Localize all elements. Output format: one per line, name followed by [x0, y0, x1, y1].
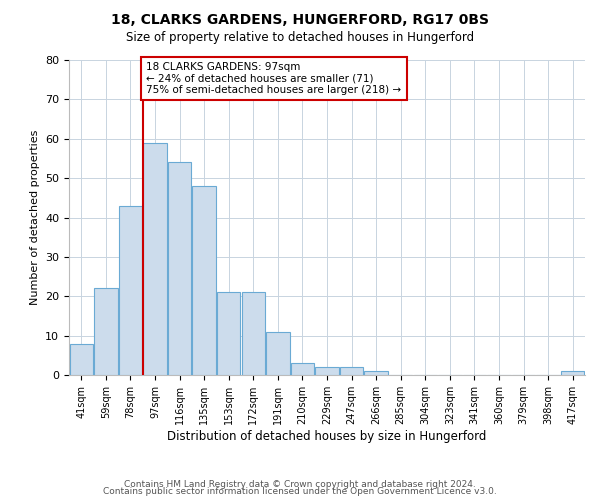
Text: 18 CLARKS GARDENS: 97sqm
← 24% of detached houses are smaller (71)
75% of semi-d: 18 CLARKS GARDENS: 97sqm ← 24% of detach… [146, 62, 401, 95]
Bar [340, 367, 363, 375]
Text: 18, CLARKS GARDENS, HUNGERFORD, RG17 0BS: 18, CLARKS GARDENS, HUNGERFORD, RG17 0BS [111, 12, 489, 26]
Y-axis label: Number of detached properties: Number of detached properties [29, 130, 40, 305]
Bar [242, 292, 265, 375]
Bar [119, 206, 142, 375]
Bar [561, 371, 584, 375]
Bar [266, 332, 290, 375]
Text: Contains public sector information licensed under the Open Government Licence v3: Contains public sector information licen… [103, 488, 497, 496]
Bar [316, 367, 338, 375]
Bar [168, 162, 191, 375]
Bar [94, 288, 118, 375]
Bar [143, 142, 167, 375]
Bar [291, 363, 314, 375]
X-axis label: Distribution of detached houses by size in Hungerford: Distribution of detached houses by size … [167, 430, 487, 442]
Text: Contains HM Land Registry data © Crown copyright and database right 2024.: Contains HM Land Registry data © Crown c… [124, 480, 476, 489]
Bar [217, 292, 241, 375]
Text: Size of property relative to detached houses in Hungerford: Size of property relative to detached ho… [126, 31, 474, 44]
Bar [364, 371, 388, 375]
Bar [70, 344, 93, 375]
Bar [193, 186, 216, 375]
